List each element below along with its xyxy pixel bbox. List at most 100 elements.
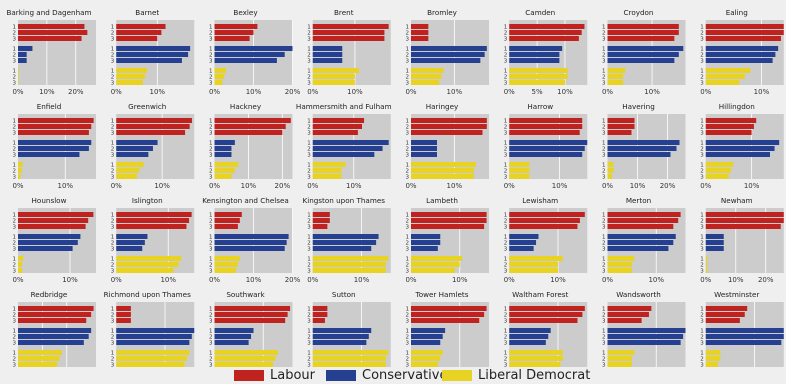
rank-label-waltham-forest: 2 — [504, 313, 508, 319]
bar-libdem-newham-1 — [705, 256, 708, 261]
rank-label-kensington-and-chelsea: 3 — [209, 225, 213, 231]
legend-label-conservative: Conservative — [362, 368, 448, 383]
rank-label-croydon: 1 — [602, 25, 606, 31]
rank-label-haringey: 2 — [406, 169, 410, 175]
panel-title-sutton: Sutton — [332, 290, 356, 299]
bar-labour-westminster-2 — [705, 312, 745, 317]
bar-labour-kensington-and-chelsea-2 — [214, 218, 240, 223]
rank-label-hammersmith-and-fulham: 2 — [307, 147, 311, 153]
tick-label-hammersmith-and-fulham: 0% — [307, 182, 318, 190]
bar-labour-merton-3 — [607, 224, 674, 229]
rank-label-kensington-and-chelsea: 1 — [209, 213, 213, 219]
bar-conservative-kensington-and-chelsea-2 — [214, 240, 287, 245]
bar-libdem-lewisham-2 — [509, 262, 558, 267]
tick-label-lambeth: 0% — [405, 276, 416, 284]
rank-label-hackney: 3 — [209, 175, 213, 181]
bar-conservative-richmond-upon-thames-3 — [116, 340, 190, 345]
tick-label-havering: 0% — [602, 182, 613, 190]
bar-labour-enfield-2 — [18, 124, 92, 129]
rank-label-haringey: 3 — [406, 175, 410, 181]
rank-label-greenwich: 2 — [111, 125, 115, 131]
bar-labour-southwark-3 — [214, 318, 286, 323]
rank-label-tower-hamlets: 2 — [406, 313, 410, 319]
rank-label-hillingdon: 3 — [700, 175, 704, 181]
bar-labour-kensington-and-chelsea-1 — [214, 212, 242, 217]
rank-label-havering: 1 — [602, 141, 606, 147]
bar-libdem-islington-3 — [116, 268, 174, 273]
rank-label-waltham-forest: 1 — [504, 307, 508, 313]
rank-label-richmond-upon-thames: 1 — [111, 307, 115, 313]
rank-label-tower-hamlets: 1 — [406, 329, 410, 335]
tick-label-bexley: 0% — [209, 88, 220, 96]
bar-libdem-sutton-3 — [312, 362, 386, 367]
rank-label-brent: 3 — [307, 37, 311, 43]
bar-labour-havering-2 — [607, 124, 635, 129]
bar-conservative-camden-2 — [509, 52, 560, 57]
bar-libdem-lewisham-1 — [509, 256, 563, 261]
rank-label-barking-and-dagenham: 3 — [13, 59, 17, 65]
rank-label-richmond-upon-thames: 3 — [111, 319, 115, 325]
rank-label-harrow: 1 — [504, 141, 508, 147]
bar-libdem-bexley-3 — [214, 80, 223, 85]
bar-conservative-hammersmith-and-fulham-2 — [312, 146, 383, 151]
legend-label-liberal-democrat: Liberal Democrat — [478, 368, 591, 383]
bar-labour-kingston-upon-thames-1 — [312, 212, 330, 217]
rank-label-lambeth: 2 — [406, 263, 410, 269]
bar-libdem-hammersmith-and-fulham-2 — [312, 168, 342, 173]
rank-label-haringey: 2 — [406, 147, 410, 153]
bar-labour-bexley-1 — [214, 24, 258, 29]
bar-conservative-bromley-1 — [411, 46, 487, 51]
tick-label-croydon: 0% — [602, 88, 613, 96]
rank-label-bromley: 1 — [406, 69, 410, 75]
bar-conservative-havering-3 — [607, 152, 671, 157]
bar-libdem-bexley-2 — [214, 74, 225, 79]
rank-label-ealing: 3 — [700, 81, 704, 87]
rank-label-waltham-forest: 2 — [504, 335, 508, 341]
tick-label-brent: 0% — [307, 88, 318, 96]
tick-label-islington: 0% — [111, 276, 122, 284]
bar-libdem-redbridge-2 — [18, 356, 60, 361]
bar-labour-greenwich-3 — [116, 130, 186, 135]
bar-labour-enfield-3 — [18, 130, 89, 135]
rank-label-wandsworth: 2 — [602, 357, 606, 363]
rank-label-havering: 2 — [602, 147, 606, 153]
bar-conservative-islington-3 — [116, 246, 143, 251]
bar-conservative-sutton-3 — [312, 340, 367, 345]
bar-conservative-hillingdon-3 — [705, 152, 770, 157]
tick-label-hammersmith-and-fulham: 10% — [346, 182, 362, 190]
rank-label-hillingdon: 2 — [700, 147, 704, 153]
rank-label-sutton: 1 — [307, 329, 311, 335]
rank-label-newham: 1 — [700, 213, 704, 219]
bar-labour-ealing-1 — [705, 24, 784, 29]
rank-label-lambeth: 2 — [406, 219, 410, 225]
bar-libdem-hillingdon-2 — [705, 168, 731, 173]
bar-labour-bexley-3 — [214, 36, 250, 41]
rank-label-camden: 3 — [504, 81, 508, 87]
rank-label-tower-hamlets: 3 — [406, 341, 410, 347]
rank-label-hackney: 1 — [209, 119, 213, 125]
legend-swatch-conservative — [326, 370, 356, 381]
bar-labour-hillingdon-3 — [705, 130, 752, 135]
bar-libdem-greenwich-1 — [116, 162, 144, 167]
rank-label-westminster: 3 — [700, 319, 704, 325]
bar-libdem-barking-and-dagenham-1 — [18, 68, 19, 73]
bar-labour-barking-and-dagenham-2 — [18, 30, 88, 35]
bar-labour-southwark-2 — [214, 312, 288, 317]
tick-label-kensington-and-chelsea: 0% — [209, 276, 220, 284]
rank-label-hounslow: 1 — [13, 235, 17, 241]
bar-conservative-hammersmith-and-fulham-3 — [312, 152, 375, 157]
rank-label-wandsworth: 3 — [602, 363, 606, 369]
rank-label-hackney: 1 — [209, 141, 213, 147]
rank-label-hillingdon: 2 — [700, 125, 704, 131]
rank-label-westminster: 1 — [700, 329, 704, 335]
panel-title-hammersmith-and-fulham: Hammersmith and Fulham — [296, 102, 392, 111]
rank-label-kensington-and-chelsea: 2 — [209, 241, 213, 247]
bar-libdem-harrow-3 — [509, 174, 530, 179]
rank-label-kingston-upon-thames: 3 — [307, 247, 311, 253]
panel-title-hackney: Hackney — [230, 102, 262, 111]
rank-label-greenwich: 2 — [111, 169, 115, 175]
bar-libdem-tower-hamlets-2 — [411, 356, 441, 361]
bar-libdem-brent-1 — [312, 68, 360, 73]
bar-conservative-lambeth-1 — [411, 234, 441, 239]
rank-label-havering: 3 — [602, 175, 606, 181]
